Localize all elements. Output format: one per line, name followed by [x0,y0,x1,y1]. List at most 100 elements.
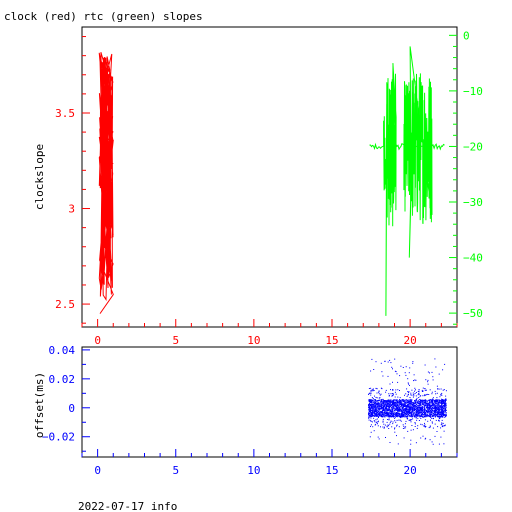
offset-point [375,414,377,416]
offset-point [418,413,420,415]
offset-point [387,419,389,420]
offset-point [378,393,380,395]
offset-point [375,396,377,398]
offset-point [398,404,400,406]
offset-point [386,403,388,405]
offset-point [422,413,424,414]
offset-point [422,402,423,404]
offset-point [437,388,438,390]
offset-point [430,417,432,418]
offset-point [427,383,429,385]
offset-point [414,426,416,427]
offset-point [405,407,407,409]
offset-point [413,412,415,414]
offset-point [399,400,401,402]
offset-point [414,422,416,424]
offset-point [410,403,412,405]
offset-point [408,400,410,402]
offset-point [401,413,403,415]
offset-point [438,412,439,414]
offset-point [442,422,444,424]
offset-point [383,405,385,407]
offset-point [410,439,412,441]
offset-point [432,404,434,406]
offset-point [443,403,445,405]
offset-point [379,405,380,407]
offset-point [425,400,426,402]
left-y-tick-label: 3 [68,203,75,216]
offset-point [379,408,381,410]
offset-point [375,424,377,426]
offset-point [439,416,441,418]
offset-point [412,410,413,412]
offset-point [402,408,404,409]
offset-point [441,412,442,414]
offset-point [432,398,434,400]
offset-point [380,393,382,395]
offset-point [386,405,387,407]
offset-point [423,416,425,418]
offset-point [398,408,400,410]
offset-point [430,408,432,410]
offset-point [398,405,399,407]
offset-point [393,401,395,403]
offset-point [442,413,444,414]
offset-point [389,442,391,443]
offset-point [401,399,403,401]
offset-point [421,404,423,406]
offset-point [435,400,437,402]
offset-point [406,416,408,417]
offset-point [435,419,437,421]
top-x-tick-label: 5 [172,334,179,347]
offset-point [368,414,369,416]
offset-point [445,414,447,416]
offset-point [394,415,396,416]
offset-point [380,415,382,417]
offset-point [376,410,377,412]
offset-point [376,409,378,411]
offset-point [386,408,388,410]
offset-point [428,414,430,416]
offset-point [378,415,380,417]
offset-point [418,402,420,404]
offset-point [377,405,379,407]
offset-point [378,407,380,409]
offset-point [410,419,411,421]
offset-point [431,391,433,393]
offset-point [374,412,375,414]
offset-point [396,414,397,416]
offset-point [396,408,398,410]
offset-point [430,406,431,408]
offset-point [401,414,402,416]
offset-point [386,410,388,411]
offset-point [377,436,379,438]
offset-point [391,410,393,412]
offset-point [416,412,417,413]
offset-point [404,412,406,414]
offset-point [422,414,424,416]
offset-point [405,415,407,417]
offset-point [419,401,421,403]
offset-point [428,427,430,429]
offset-point [410,443,412,445]
bottom-x-tick-label: 5 [172,464,179,477]
offset-point [408,405,410,407]
offset-point [404,405,406,406]
offset-point [408,383,409,385]
offset-point [395,421,397,423]
offset-point [368,409,370,411]
offset-point [392,403,394,405]
offset-point [428,408,430,409]
offset-point [399,414,400,416]
offset-point [401,415,403,417]
offset-point [418,407,419,409]
offset-point [383,402,385,404]
offset-point [403,406,404,408]
offset-point [381,403,383,405]
offset-point [392,407,394,409]
offset-point [403,404,405,406]
offset-point [439,417,441,419]
offset-point [427,404,429,406]
offset-point [424,413,426,415]
offset-point [417,411,419,413]
